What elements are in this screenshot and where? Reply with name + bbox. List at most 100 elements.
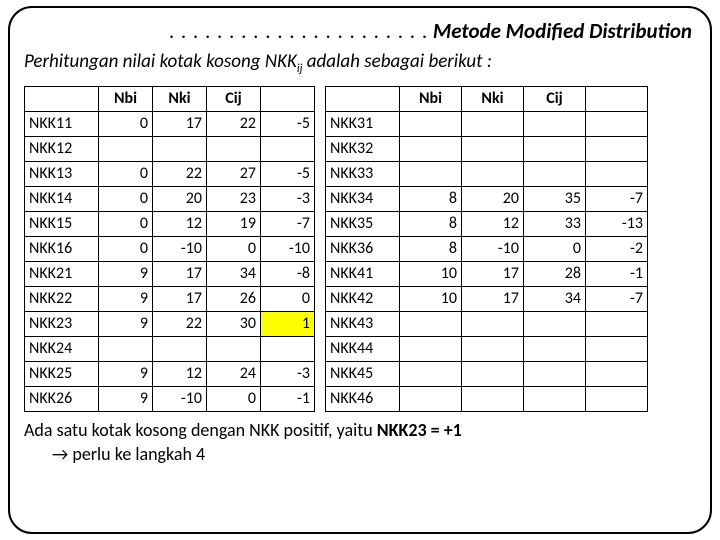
row-label: NKK36 [326, 236, 400, 261]
cell: 22 [207, 111, 261, 136]
col-header: Nki [462, 86, 524, 111]
cell: 9 [99, 386, 153, 411]
cell: 17 [153, 261, 207, 286]
cell: 0 [99, 161, 153, 186]
footer-line2: → perlu ke langkah 4 [24, 442, 696, 466]
row-label: NKK25 [25, 361, 99, 386]
footer-line1a: Ada satu kotak kosong dengan NKK positif… [24, 419, 377, 441]
cell: -2 [586, 236, 648, 261]
row-label: NKK14 [25, 186, 99, 211]
table-row: NKK24 [25, 336, 315, 361]
cell: 0 [207, 386, 261, 411]
cell [207, 336, 261, 361]
row-label: NKK32 [326, 136, 400, 161]
cell [586, 361, 648, 386]
title-dots: . . . . . . . . . . . . . . . . . . . . … [169, 18, 428, 44]
row-label: NKK13 [25, 161, 99, 186]
cell: 12 [153, 361, 207, 386]
cell [400, 136, 462, 161]
slide-title: . . . . . . . . . . . . . . . . . . . . … [24, 18, 696, 44]
cell [524, 161, 586, 186]
table-row: NKK45 [326, 361, 648, 386]
row-label: NKK44 [326, 336, 400, 361]
cell: 10 [400, 286, 462, 311]
cell: 0 [99, 186, 153, 211]
row-label: NKK16 [25, 236, 99, 261]
table-row: NKK12 [25, 136, 315, 161]
row-label: NKK12 [25, 136, 99, 161]
cell [462, 386, 524, 411]
cell: 33 [524, 211, 586, 236]
cell: -7 [586, 286, 648, 311]
cell: 10 [400, 261, 462, 286]
cell: 20 [153, 186, 207, 211]
cell: 9 [99, 286, 153, 311]
row-label: NKK11 [25, 111, 99, 136]
cell: 22 [153, 161, 207, 186]
table-row: NKK43 [326, 311, 648, 336]
tables-container: NbiNkiCijNKK1101722-5NKK12NKK1302227-5NK… [24, 86, 696, 412]
cell [462, 161, 524, 186]
table-row: NKK368-100-2 [326, 236, 648, 261]
cell: 8 [400, 186, 462, 211]
cell [400, 161, 462, 186]
cell [462, 336, 524, 361]
cell: 27 [207, 161, 261, 186]
cell [207, 136, 261, 161]
row-label: NKK46 [326, 386, 400, 411]
cell: -10 [153, 386, 207, 411]
row-label: NKK45 [326, 361, 400, 386]
col-header: Cij [524, 86, 586, 111]
cell: -3 [261, 186, 315, 211]
cell: 23 [207, 186, 261, 211]
table-row: NKK31 [326, 111, 648, 136]
cell [586, 136, 648, 161]
cell: 19 [207, 211, 261, 236]
cell [586, 111, 648, 136]
cell [586, 161, 648, 186]
title-text: Metode Modified Distribution [433, 18, 692, 44]
cell [524, 111, 586, 136]
table-row: NKK269-100-1 [25, 386, 315, 411]
cell [400, 336, 462, 361]
cell: 8 [400, 211, 462, 236]
table-row: NKK1302227-5 [25, 161, 315, 186]
row-label: NKK26 [25, 386, 99, 411]
cell: 9 [99, 261, 153, 286]
cell [586, 386, 648, 411]
cell: 9 [99, 311, 153, 336]
row-label: NKK23 [25, 311, 99, 336]
table-row: NKK23922301 [25, 311, 315, 336]
cell [400, 361, 462, 386]
row-label: NKK34 [326, 186, 400, 211]
cell [400, 386, 462, 411]
table-row: NKK2591224-3 [25, 361, 315, 386]
cell [462, 311, 524, 336]
slide-frame: . . . . . . . . . . . . . . . . . . . . … [8, 6, 712, 534]
cell: 17 [462, 286, 524, 311]
cell [524, 336, 586, 361]
table-row: NKK1501219-7 [25, 211, 315, 236]
cell: -5 [261, 161, 315, 186]
cell: -5 [261, 111, 315, 136]
table-row: NKK160-100-10 [25, 236, 315, 261]
cell [153, 136, 207, 161]
row-label: NKK41 [326, 261, 400, 286]
cell [462, 111, 524, 136]
cell: -10 [261, 236, 315, 261]
cell [524, 136, 586, 161]
cell: 17 [462, 261, 524, 286]
table-row: NKK41101728-1 [326, 261, 648, 286]
row-label: NKK35 [326, 211, 400, 236]
row-label: NKK21 [25, 261, 99, 286]
table-row: NKK1101722-5 [25, 111, 315, 136]
table-row: NKK3581233-13 [326, 211, 648, 236]
subtitle-suffix: adalah sebagai berikut : [302, 50, 491, 73]
cell: 34 [207, 261, 261, 286]
row-label: NKK43 [326, 311, 400, 336]
cell: 9 [99, 361, 153, 386]
cell: -13 [586, 211, 648, 236]
cell [586, 311, 648, 336]
cell [524, 361, 586, 386]
cell: -10 [153, 236, 207, 261]
